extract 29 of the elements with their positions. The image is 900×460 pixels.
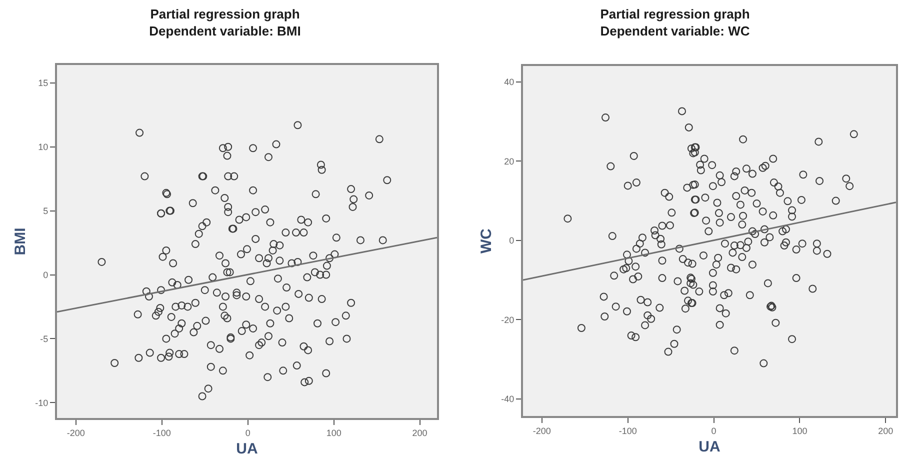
x-tick-label: -100 xyxy=(618,426,637,436)
y-axis-title: BMI xyxy=(12,228,29,256)
y-tick-label: -40 xyxy=(501,394,514,404)
x-tick-label: 0 xyxy=(245,428,250,438)
y-tick-label: 15 xyxy=(38,78,48,88)
x-tick-label: 200 xyxy=(878,426,894,436)
y-tick-label: 20 xyxy=(504,156,514,166)
chart-title: Partial regression graph xyxy=(150,6,300,22)
x-tick-label: 100 xyxy=(326,428,342,438)
y-tick-label: 10 xyxy=(38,142,48,152)
y-tick-label: 40 xyxy=(504,77,514,88)
y-tick-label: -10 xyxy=(35,398,48,408)
y-tick-label: 0 xyxy=(43,270,48,280)
x-tick-label: 200 xyxy=(412,428,428,438)
x-tick-label: 0 xyxy=(711,426,716,436)
chart-title: Partial regression graph xyxy=(600,6,750,22)
x-axis-title: UA xyxy=(698,438,720,456)
chart-subtitle: Dependent variable: BMI xyxy=(149,23,301,38)
x-axis-title: UA xyxy=(236,440,258,458)
x-tick-label: 100 xyxy=(792,426,808,436)
y-tick-label: -20 xyxy=(501,314,514,325)
chart-subtitle: Dependent variable: WC xyxy=(600,23,750,38)
x-tick-label: -200 xyxy=(66,428,85,438)
y-tick-label: -5 xyxy=(40,334,48,344)
y-tick-label: 5 xyxy=(43,206,48,216)
y-axis-title: WC xyxy=(478,228,495,254)
x-tick-label: -200 xyxy=(532,426,551,436)
y-tick-label: 0 xyxy=(509,236,514,246)
x-tick-label: -100 xyxy=(152,428,171,438)
